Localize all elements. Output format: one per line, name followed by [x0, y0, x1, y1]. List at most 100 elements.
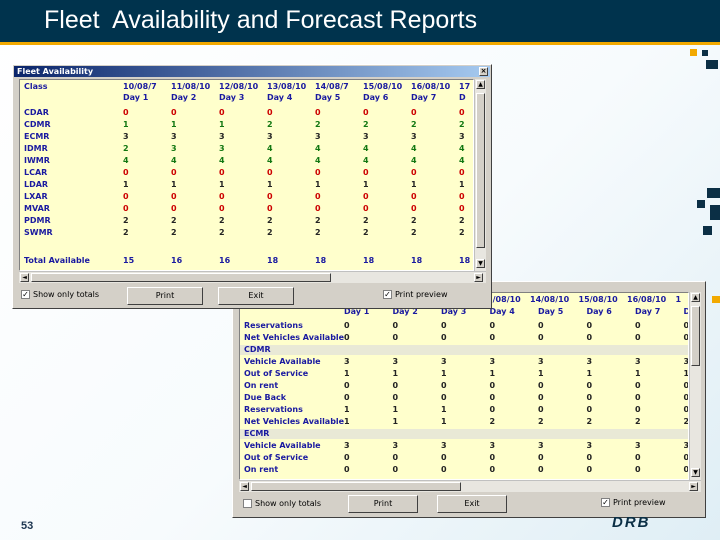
checkbox[interactable]: ✓	[383, 290, 392, 299]
table-cell: 3	[171, 132, 177, 141]
column-header-day: Day 4	[489, 307, 515, 316]
table-cell: 1	[267, 180, 273, 189]
table-cell: 1	[489, 369, 496, 378]
scroll-down-icon[interactable]: ▼	[476, 259, 485, 268]
table-cell: 3	[441, 441, 447, 450]
table-cell: 0	[392, 333, 399, 342]
scroll-right-icon[interactable]: ►	[689, 482, 698, 491]
table-cell: 3	[489, 441, 496, 450]
column-header-date: 16/08/10	[411, 82, 451, 91]
column-header-date: 15/08/10	[578, 295, 618, 304]
table-cell: 1	[315, 180, 321, 189]
decor-square	[697, 200, 705, 208]
scroll-down-icon[interactable]: ▼	[691, 468, 700, 477]
table-cell: 0	[363, 192, 369, 201]
table-cell: 2	[363, 216, 369, 225]
availability-print-preview[interactable]: ✓ Print preview	[383, 290, 447, 299]
table-cell: 0	[683, 333, 689, 342]
forecast-vertical-scrollbar[interactable]: ▲ ▼	[689, 292, 701, 480]
scroll-left-icon[interactable]: ◄	[240, 482, 249, 491]
scroll-thumb[interactable]	[251, 482, 461, 491]
close-icon[interactable]: ×	[479, 67, 488, 76]
dialog-title: Fleet Availability	[17, 67, 94, 76]
availability-horizontal-scrollbar[interactable]: ◄ ►	[19, 271, 486, 283]
column-header-date: 11/08/10	[171, 82, 211, 91]
total-cell: 18	[315, 256, 327, 265]
table-cell: 0	[635, 321, 641, 330]
table-cell: 0	[411, 204, 417, 213]
table-cell: 0	[586, 321, 593, 330]
table-cell: 0	[635, 381, 641, 390]
table-cell: 1	[459, 180, 465, 189]
table-cell: 1	[344, 417, 350, 426]
decor-square	[702, 50, 708, 56]
dialog-titlebar[interactable]: Fleet Availability ×	[14, 66, 490, 77]
availability-grid: Class 10/08/7 11/08/10 12/08/10 13/08/10 14/0…	[19, 79, 474, 271]
scroll-right-icon[interactable]: ►	[474, 273, 483, 282]
scroll-up-icon[interactable]: ▲	[476, 80, 485, 89]
forecast-grid: 13/08/10 14/08/10 15/08/10 16/08/10 1 Day 1 Da…	[239, 292, 689, 480]
table-cell: 0	[219, 192, 225, 201]
row-label: Out of Service	[244, 453, 309, 462]
table-cell: 4	[267, 156, 273, 165]
row-class-label: LXAR	[24, 192, 48, 201]
column-header-day: Day 2	[171, 93, 197, 102]
row-label: Net Vehicles Available	[244, 417, 345, 426]
table-cell: 0	[538, 381, 544, 390]
slide-title-bar: Fleet Availability and Forecast Reports	[0, 0, 720, 45]
table-cell: 2	[459, 228, 465, 237]
total-cell: 18	[459, 256, 471, 265]
table-cell: 1	[635, 369, 641, 378]
availability-vertical-scrollbar[interactable]: ▲ ▼	[474, 79, 486, 271]
table-cell: 1	[411, 180, 417, 189]
section-band	[240, 345, 688, 355]
table-cell: 0	[459, 192, 465, 201]
column-header-day: Day 5	[538, 307, 564, 316]
column-header-date: 17	[459, 82, 471, 91]
table-cell: 0	[683, 453, 689, 462]
table-cell: 3	[586, 357, 593, 366]
table-cell: 1	[344, 405, 350, 414]
column-header-date: 14/08/10	[530, 295, 570, 304]
table-cell: 0	[315, 168, 321, 177]
forecast-show-only-totals[interactable]: Show only totals	[243, 499, 321, 508]
section-label: CDMR	[244, 345, 271, 354]
table-cell: 0	[363, 204, 369, 213]
checkbox-label: Show only totals	[255, 499, 322, 508]
table-cell: 0	[586, 453, 593, 462]
table-cell: 1	[219, 120, 225, 129]
table-cell: 3	[411, 132, 417, 141]
scroll-thumb[interactable]	[31, 273, 331, 282]
column-header-day: Day 7	[411, 93, 437, 102]
table-cell: 2	[219, 228, 225, 237]
table-cell: 0	[683, 393, 689, 402]
forecast-horizontal-scrollbar[interactable]: ◄ ►	[239, 480, 701, 492]
table-cell: 0	[315, 204, 321, 213]
checkbox[interactable]: ✓	[21, 290, 30, 299]
availability-show-only-totals[interactable]: ✓ Show only totals	[21, 290, 99, 299]
forecast-print-button[interactable]: Print	[348, 495, 418, 513]
column-header-day: Day 6	[363, 93, 389, 102]
scroll-left-icon[interactable]: ◄	[20, 273, 29, 282]
table-cell: 3	[344, 357, 350, 366]
checkbox[interactable]	[243, 499, 252, 508]
table-cell: 0	[123, 204, 129, 213]
checkbox[interactable]: ✓	[601, 498, 610, 507]
table-cell: 0	[267, 204, 273, 213]
scroll-thumb[interactable]	[691, 306, 700, 366]
scroll-thumb[interactable]	[476, 93, 485, 248]
table-cell: 0	[392, 453, 399, 462]
forecast-exit-button[interactable]: Exit	[437, 495, 507, 513]
table-cell: 0	[123, 108, 129, 117]
table-cell: 3	[344, 441, 350, 450]
slide-title: Fleet Availability and Forecast Reports	[44, 6, 478, 34]
forecast-report-dialog: 13/08/10 14/08/10 15/08/10 16/08/10 1 Day 1 Da…	[232, 281, 706, 518]
scroll-up-icon[interactable]: ▲	[691, 293, 700, 302]
availability-print-button[interactable]: Print	[127, 287, 203, 305]
table-cell: 2	[411, 228, 417, 237]
column-header-day: Day 7	[635, 307, 661, 316]
availability-exit-button[interactable]: Exit	[218, 287, 294, 305]
table-cell: 2	[171, 216, 177, 225]
table-cell: 1	[441, 369, 447, 378]
forecast-print-preview[interactable]: ✓ Print preview	[601, 498, 665, 507]
